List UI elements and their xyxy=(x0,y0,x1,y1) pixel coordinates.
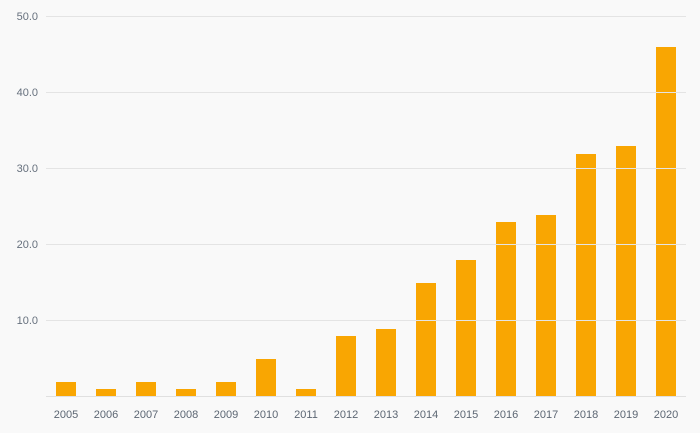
gridline xyxy=(46,168,686,169)
gridline xyxy=(46,92,686,93)
bar-slot xyxy=(126,17,166,397)
x-axis-tick-label: 2006 xyxy=(93,409,119,421)
bar-2018 xyxy=(576,153,596,397)
bar-2016 xyxy=(496,222,516,397)
gridline xyxy=(46,244,686,245)
x-axis-tick-label: 2015 xyxy=(453,409,479,421)
x-axis-tick-label: 2011 xyxy=(294,409,318,421)
bar-2007 xyxy=(136,381,156,397)
bar-2015 xyxy=(456,260,476,397)
y-axis-tick-label: 20.0 xyxy=(16,239,38,251)
bar-2019 xyxy=(616,146,636,397)
bar-2010 xyxy=(256,359,276,397)
x-axis-tick-label: 2013 xyxy=(373,409,399,421)
bar-slot xyxy=(486,17,526,397)
bars-container xyxy=(46,17,686,397)
x-axis-tick-label: 2020 xyxy=(653,409,679,421)
bar-2006 xyxy=(96,389,116,397)
x-axis-tick-label: 2009 xyxy=(213,409,239,421)
bar-slot xyxy=(526,17,566,397)
bar-2009 xyxy=(216,381,236,397)
bar-2020 xyxy=(656,47,676,397)
bar-slot xyxy=(366,17,406,397)
bar-slot xyxy=(286,17,326,397)
x-axis-tick-label: 2018 xyxy=(573,409,599,421)
x-axis-tick-label: 2010 xyxy=(253,409,279,421)
x-axis-baseline xyxy=(46,396,686,397)
bar-slot xyxy=(246,17,286,397)
bar-2005 xyxy=(56,381,76,397)
bar-slot xyxy=(446,17,486,397)
x-axis-tick-label: 2017 xyxy=(533,409,559,421)
plot-area xyxy=(46,16,686,397)
bar-2014 xyxy=(416,283,436,397)
x-axis-tick-label: 2012 xyxy=(333,409,359,421)
bar-slot xyxy=(566,17,606,397)
y-axis-tick-label: 30.0 xyxy=(16,163,38,175)
bar-slot xyxy=(86,17,126,397)
bar-2013 xyxy=(376,328,396,397)
x-axis-tick-label: 2005 xyxy=(53,409,79,421)
bar-slot xyxy=(606,17,646,397)
bar-slot xyxy=(166,17,206,397)
y-axis-tick-label: 40.0 xyxy=(16,87,38,99)
bar-slot xyxy=(326,17,366,397)
gridline xyxy=(46,320,686,321)
bar-2012 xyxy=(336,336,356,397)
y-axis-tick-label: 50.0 xyxy=(16,11,38,23)
x-axis-tick-label: 2008 xyxy=(173,409,199,421)
x-axis-tick-label: 2019 xyxy=(613,409,639,421)
bar-slot xyxy=(646,17,686,397)
bar-2017 xyxy=(536,214,556,397)
x-axis: 2005 2006 2007 2008 2009 2010 2011 2012 2013 2014… xyxy=(46,409,686,425)
gridline xyxy=(46,16,686,17)
x-axis-tick-label: 2016 xyxy=(493,409,519,421)
bar-slot xyxy=(206,17,246,397)
x-axis-tick-label: 2014 xyxy=(413,409,439,421)
y-axis-tick-label: 10.0 xyxy=(16,315,38,327)
x-axis-tick-label: 2007 xyxy=(133,409,159,421)
bar-slot xyxy=(406,17,446,397)
bar-slot xyxy=(46,17,86,397)
bar-2008 xyxy=(176,389,196,397)
bar-2011 xyxy=(296,389,316,397)
